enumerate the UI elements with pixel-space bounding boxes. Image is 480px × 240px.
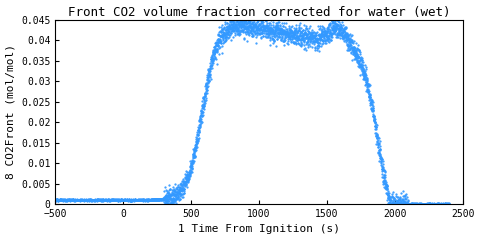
Title: Front CO2 volume fraction corrected for water (wet): Front CO2 volume fraction corrected for … [68,6,450,18]
Y-axis label: 8 CO2Front (mol/mol): 8 CO2Front (mol/mol) [6,44,15,179]
X-axis label: 1 Time From Ignition (s): 1 Time From Ignition (s) [178,224,340,234]
